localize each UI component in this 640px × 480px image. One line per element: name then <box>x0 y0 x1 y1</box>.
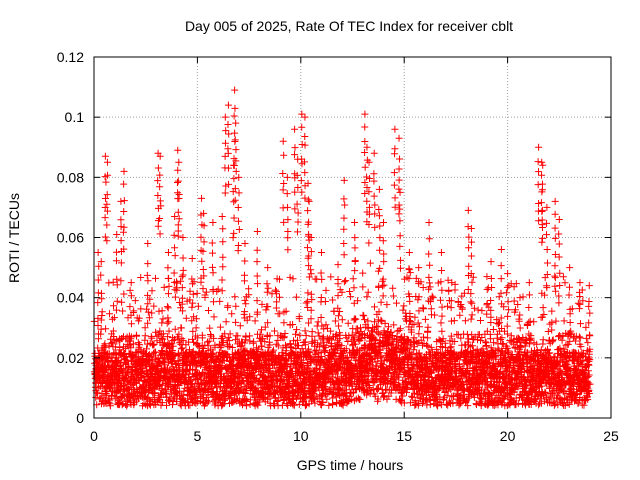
x-tick-label: 20 <box>500 428 516 444</box>
x-tick-label: 25 <box>603 428 619 444</box>
data-point <box>379 218 388 300</box>
data-point <box>363 143 371 226</box>
data-point <box>174 158 183 240</box>
y-axis: 0 0.02 0.04 0.06 0.08 0.1 0.12 <box>57 49 611 426</box>
scatter-cloud <box>90 257 594 410</box>
data-point <box>170 212 179 294</box>
data-point <box>425 218 434 305</box>
x-tick-label: 10 <box>293 428 309 444</box>
data-point <box>375 185 384 272</box>
data-point <box>585 282 594 365</box>
data-point <box>101 152 110 241</box>
y-tick-label: 0.04 <box>57 290 84 306</box>
data-point <box>218 212 227 295</box>
data-point <box>515 294 524 376</box>
data-point <box>575 279 584 359</box>
y-tick-label: 0.02 <box>57 350 84 366</box>
data-point <box>103 158 112 245</box>
data-point <box>208 218 217 306</box>
data-point <box>503 270 512 352</box>
data-point <box>361 110 369 197</box>
data-point <box>283 173 292 254</box>
data-point <box>340 176 349 259</box>
data-point <box>390 125 399 211</box>
data-point <box>178 234 187 315</box>
data-point <box>164 249 173 335</box>
data-point <box>156 152 165 238</box>
data-point <box>487 258 496 343</box>
data-point <box>199 209 208 293</box>
data-point <box>334 261 343 344</box>
y-tick-label: 0.12 <box>57 49 84 65</box>
data-point <box>263 264 272 351</box>
data-point <box>240 240 249 322</box>
data-point <box>414 264 423 347</box>
data-point <box>94 249 103 329</box>
data-point <box>224 101 233 188</box>
data-point <box>365 158 374 247</box>
data-point <box>555 215 564 300</box>
data-point <box>117 197 125 285</box>
data-point <box>97 258 106 338</box>
x-axis-label: GPS time / hours <box>297 457 404 473</box>
data-point <box>112 230 121 314</box>
data-point <box>447 279 456 365</box>
data-point <box>143 240 152 327</box>
data-point <box>188 255 197 343</box>
x-axis: 0 5 10 15 20 25 <box>90 57 619 444</box>
y-tick-label: 0.06 <box>57 230 84 246</box>
data-point <box>543 203 551 290</box>
data-point <box>293 155 302 236</box>
data-point <box>253 227 262 316</box>
x-tick-label: 15 <box>396 428 412 444</box>
chart-title: Day 005 of 2025, Rate Of TEC Index for r… <box>185 18 513 34</box>
data-point <box>234 173 243 255</box>
data-point <box>467 224 476 306</box>
data-point <box>221 113 230 197</box>
data-point <box>525 279 534 362</box>
data-point <box>395 134 404 218</box>
data-point <box>497 246 506 333</box>
y-tick-label: 0.08 <box>57 169 84 185</box>
data-point <box>231 119 240 204</box>
x-tick-label: 0 <box>90 428 98 444</box>
y-tick-label: 0.1 <box>65 109 85 125</box>
data-point <box>551 197 559 280</box>
data-point <box>291 125 299 213</box>
data-point <box>405 249 414 331</box>
data-point <box>279 137 288 226</box>
data-point <box>464 206 473 294</box>
data-point <box>307 234 316 314</box>
data-point <box>565 264 574 345</box>
data-point <box>300 113 309 202</box>
x-tick-label: 5 <box>194 428 202 444</box>
y-tick-label: 0 <box>76 410 84 426</box>
data-point <box>197 194 206 282</box>
data-point <box>370 149 379 231</box>
data-point <box>538 161 547 242</box>
data-point <box>482 273 491 356</box>
data-point <box>297 110 306 196</box>
data-point <box>437 249 446 335</box>
data-point <box>127 279 135 365</box>
data-point <box>305 197 313 281</box>
data-point <box>154 149 162 230</box>
data-point <box>317 249 326 330</box>
data-point <box>230 86 239 170</box>
data-point <box>350 218 359 307</box>
y-axis-label: ROTI / TECUs <box>6 193 22 283</box>
dense-points <box>90 257 594 410</box>
data-point <box>119 167 128 253</box>
data-point <box>396 188 405 272</box>
outlier-points <box>94 86 594 376</box>
